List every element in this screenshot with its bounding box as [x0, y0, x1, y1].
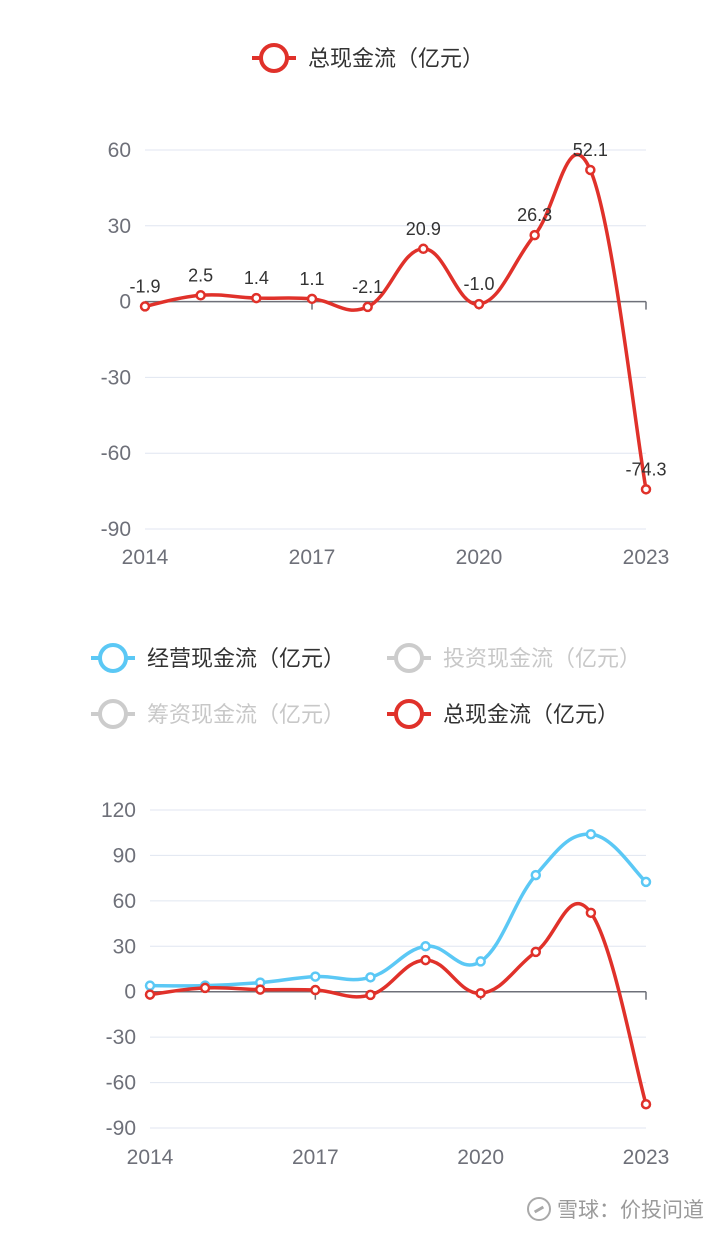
x-tick-label: 2014 — [122, 546, 169, 569]
x-tick-label: 2023 — [623, 1146, 670, 1169]
data-label: 52.1 — [573, 140, 608, 160]
data-label: 1.1 — [299, 269, 324, 289]
legend-marker-icon — [98, 643, 128, 673]
data-point[interactable] — [473, 298, 485, 310]
data-label: 2.5 — [188, 265, 213, 285]
x-tick-label: 2023 — [623, 546, 670, 569]
data-label: 26.3 — [517, 205, 552, 225]
data-point[interactable] — [365, 972, 376, 983]
legend-item[interactable]: 总现金流（亿元） — [252, 43, 484, 73]
legend-marker-icon — [394, 699, 424, 729]
data-point[interactable] — [529, 229, 540, 241]
legend-marker-icon — [259, 43, 289, 73]
data-point[interactable] — [585, 907, 597, 919]
legend-marker-icon — [394, 643, 424, 673]
snowball-logo-icon — [527, 1197, 551, 1221]
legend-label: 总现金流（亿元） — [443, 703, 619, 728]
data-point[interactable] — [362, 301, 373, 313]
data-point[interactable] — [254, 984, 266, 995]
data-point[interactable] — [530, 869, 542, 881]
total-cashflow-chart: 总现金流（亿元） 60 30 0 -30 -60 -90 2014 2017 2020 2023 -1… — [101, 43, 670, 569]
legend-item[interactable]: 投资现金流（亿元） — [387, 643, 641, 673]
series-line — [149, 832, 648, 988]
legend-label: 筹资现金流（亿元） — [147, 703, 345, 728]
x-tick-label: 2017 — [292, 1146, 339, 1169]
y-tick-label: 30 — [108, 215, 131, 238]
data-point[interactable] — [420, 941, 431, 952]
legend-item[interactable]: 经营现金流（亿元） — [91, 643, 345, 673]
legend-marker-icon — [98, 699, 128, 729]
y-tick-label: -30 — [106, 1026, 136, 1049]
data-point[interactable] — [310, 984, 321, 996]
data-label: -74.3 — [625, 459, 666, 479]
data-point[interactable] — [306, 293, 318, 305]
series-line — [149, 902, 648, 1105]
y-tick-label: 0 — [119, 291, 131, 314]
data-point[interactable] — [199, 982, 211, 994]
y-tick-label: 90 — [113, 844, 136, 867]
y-tick-label: -30 — [101, 366, 131, 389]
data-point[interactable] — [640, 876, 652, 888]
data-label: -1.0 — [463, 274, 494, 294]
data-point[interactable] — [530, 946, 542, 958]
watermark-text: 雪球：价投问道 — [557, 1198, 704, 1222]
series-line — [144, 152, 648, 490]
data-point[interactable] — [585, 828, 597, 840]
x-tick-label: 2017 — [289, 546, 336, 569]
watermark: 雪球：价投问道 — [527, 1194, 704, 1224]
data-label: 1.4 — [244, 268, 269, 288]
x-tick-label: 2014 — [127, 1146, 174, 1169]
x-tick-label: 2020 — [456, 546, 503, 569]
data-point[interactable] — [640, 1098, 652, 1110]
y-tick-label: -60 — [106, 1072, 136, 1095]
y-tick-label: -90 — [101, 518, 131, 541]
data-point[interactable] — [475, 987, 486, 999]
data-point[interactable] — [420, 954, 431, 966]
data-point[interactable] — [310, 971, 321, 982]
data-point[interactable] — [585, 164, 596, 176]
data-point[interactable] — [251, 292, 262, 304]
data-point[interactable] — [365, 989, 376, 1001]
y-tick-label: 0 — [124, 981, 136, 1004]
legend-label: 投资现金流（亿元） — [443, 647, 641, 672]
legend-item[interactable]: 筹资现金流（亿元） — [91, 699, 345, 729]
data-point[interactable] — [475, 956, 486, 967]
y-tick-label: 120 — [101, 799, 136, 822]
y-tick-label: -60 — [101, 442, 131, 465]
data-label: -2.1 — [352, 277, 383, 297]
y-tick-label: 60 — [108, 139, 131, 162]
data-point[interactable] — [640, 484, 652, 495]
data-point[interactable] — [418, 243, 429, 255]
cashflow-comparison-chart: 经营现金流（亿元） 投资现金流（亿元） 筹资现金流（亿元） 总现金流（亿元） 120 90… — [91, 643, 670, 1169]
data-point[interactable] — [144, 989, 156, 1000]
legend-label: 经营现金流（亿元） — [147, 647, 345, 672]
data-label: -1.9 — [129, 276, 160, 296]
x-tick-label: 2020 — [457, 1146, 504, 1169]
y-tick-label: 30 — [113, 935, 136, 958]
data-point[interactable] — [139, 301, 151, 312]
data-label: 20.9 — [406, 219, 441, 239]
y-tick-label: 60 — [113, 890, 136, 913]
data-point[interactable] — [144, 980, 156, 991]
legend-item[interactable]: 总现金流（亿元） — [387, 699, 619, 729]
legend-label: 总现金流（亿元） — [308, 47, 484, 72]
y-tick-label: -90 — [106, 1117, 136, 1140]
data-point[interactable] — [195, 290, 206, 301]
